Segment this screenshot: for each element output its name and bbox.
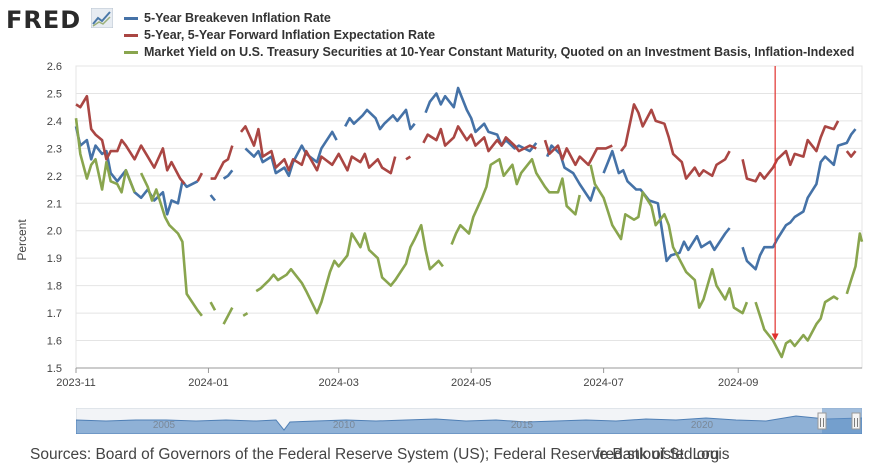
series-line-segment <box>244 130 338 178</box>
navigator-area <box>76 415 862 434</box>
annotation-arrow-head <box>771 333 779 341</box>
x-tick-label: 2024-03 <box>319 377 359 389</box>
handle-grip-right: || <box>853 418 859 428</box>
line-chart: 1.5 1.6 1.7 1.8 1.9 2.0 2.1 2.2 2.3 2.4 2.5 2.6 202… <box>15 61 864 389</box>
series-line-segment <box>589 164 749 315</box>
range-navigator[interactable]: 2005 2010 2015 2020 || || <box>76 408 862 434</box>
legend-swatch <box>124 34 138 37</box>
y-tick-label: 1.7 <box>47 308 62 320</box>
source-url[interactable]: fred.stlouisfed.org <box>596 446 720 463</box>
y-tick-label: 2.3 <box>47 143 62 155</box>
legend-swatch <box>124 51 138 54</box>
series-line-segment <box>75 94 186 185</box>
fred-logo[interactable]: FRED <box>6 6 82 34</box>
series-line-segment <box>242 311 249 317</box>
legend-label: 5-Year, 5-Year Forward Inflation Expecta… <box>144 28 436 42</box>
y-tick-label: 1.8 <box>47 281 62 293</box>
series-line-segment <box>210 145 234 180</box>
y-tick-label: 2.5 <box>47 88 62 100</box>
legend-item[interactable]: 5-Year Breakeven Inflation Rate <box>124 10 854 27</box>
y-tick-label: 2.4 <box>47 116 62 128</box>
series-line-segment <box>196 172 204 182</box>
y-tick-label: 2.2 <box>47 171 62 183</box>
series-line-segment <box>74 126 199 216</box>
y-tick-label: 2.6 <box>47 61 62 73</box>
series-line-segment <box>741 128 857 271</box>
series-lines[interactable] <box>74 86 864 359</box>
x-tick-label: 2024-05 <box>451 377 491 389</box>
series-line-segment <box>344 108 416 131</box>
chart-trend-icon <box>91 8 113 28</box>
legend-swatch <box>124 17 138 20</box>
chart-header: FRED 5-Year Breakeven Inflation Rate 5-Ye… <box>0 0 883 60</box>
legend-label: 5-Year Breakeven Inflation Rate <box>144 11 331 25</box>
navigator-handle-left[interactable]: || <box>817 412 827 430</box>
series-2[interactable] <box>75 94 857 185</box>
series-line-segment <box>545 144 597 202</box>
series-line-segment <box>424 86 538 153</box>
legend-label: Market Yield on U.S. Treasury Securities… <box>144 45 855 59</box>
series-1[interactable] <box>74 86 857 271</box>
y-axis: 1.5 1.6 1.7 1.8 1.9 2.0 2.1 2.2 2.3 2.4 2.5 2.6 <box>47 61 62 375</box>
y-tick-label: 1.9 <box>47 253 62 265</box>
navigator-handle-right[interactable]: || <box>851 412 861 430</box>
series-line-segment <box>754 295 839 359</box>
x-tick-label: 2024-01 <box>188 377 228 389</box>
annotation-arrow <box>771 66 779 341</box>
y-tick-label: 1.5 <box>47 363 62 375</box>
x-axis: 2023-11 2024-01 2024-03 2024-05 2024-07 2024-… <box>56 367 862 389</box>
x-tick-label: 2023-11 <box>56 377 96 389</box>
series-line-segment <box>845 150 857 158</box>
navigator-year-labels: 2005 2010 2015 2020 <box>153 420 714 431</box>
series-3[interactable] <box>74 118 864 359</box>
series-line-segment <box>602 149 731 263</box>
series-line-segment <box>222 306 234 325</box>
handle-grip-left: || <box>819 418 825 428</box>
legend-item[interactable]: 5-Year, 5-Year Forward Inflation Expecta… <box>124 27 854 44</box>
series-line-segment <box>405 155 412 161</box>
series-line-segment <box>209 301 217 311</box>
series-line-segment <box>450 158 581 245</box>
x-tick-label: 2024-07 <box>583 377 623 389</box>
y-tick-label: 2.0 <box>47 226 62 238</box>
legend-item[interactable]: Market Yield on U.S. Treasury Securities… <box>124 44 854 61</box>
x-tick-label: 2024-09 <box>718 377 758 389</box>
navigator-year-label: 2005 <box>153 420 176 431</box>
series-line-segment <box>255 223 444 315</box>
navigator-year-label: 2015 <box>511 420 534 431</box>
navigator-year-label: 2020 <box>691 420 714 431</box>
series-line-segment <box>222 169 234 180</box>
series-line-segment <box>74 118 136 194</box>
y-axis-label: Percent <box>15 219 29 261</box>
series-line-segment <box>422 125 537 153</box>
y-tick-label: 2.1 <box>47 198 62 210</box>
series-line-segment <box>619 103 731 180</box>
series-line-segment <box>845 232 864 295</box>
chart-gridlines <box>75 65 863 369</box>
series-line-segment <box>543 139 613 167</box>
navigator-year-label: 2010 <box>333 420 356 431</box>
chart-legend: 5-Year Breakeven Inflation Rate 5-Year, 5… <box>124 10 854 61</box>
series-line-segment <box>139 172 203 317</box>
source-credit: Sources: Board of Governors of the Feder… <box>30 446 730 463</box>
series-line-segment <box>239 125 397 175</box>
series-line-segment <box>741 120 840 183</box>
y-tick-label: 1.6 <box>47 336 62 348</box>
series-line-segment <box>209 194 217 202</box>
